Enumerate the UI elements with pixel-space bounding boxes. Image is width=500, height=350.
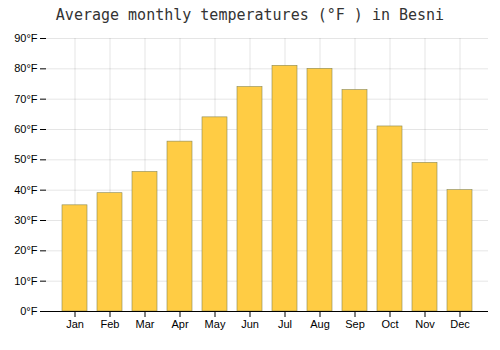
svg-text:0°F: 0°F bbox=[20, 305, 38, 317]
svg-text:Jan: Jan bbox=[66, 318, 84, 330]
svg-text:May: May bbox=[205, 318, 226, 330]
svg-text:60°F: 60°F bbox=[14, 123, 38, 135]
svg-text:70°F: 70°F bbox=[14, 93, 38, 105]
svg-text:90°F: 90°F bbox=[14, 32, 38, 44]
svg-text:50°F: 50°F bbox=[14, 153, 38, 165]
svg-text:Jul: Jul bbox=[278, 318, 292, 330]
svg-text:Dec: Dec bbox=[450, 318, 470, 330]
svg-text:80°F: 80°F bbox=[14, 62, 38, 74]
svg-text:Jun: Jun bbox=[241, 318, 259, 330]
svg-text:40°F: 40°F bbox=[14, 184, 38, 196]
svg-text:20°F: 20°F bbox=[14, 244, 38, 256]
svg-text:10°F: 10°F bbox=[14, 275, 38, 287]
svg-text:Apr: Apr bbox=[171, 318, 188, 330]
svg-text:Nov: Nov bbox=[415, 318, 435, 330]
svg-text:Feb: Feb bbox=[101, 318, 120, 330]
svg-text:30°F: 30°F bbox=[14, 214, 38, 226]
svg-text:Aug: Aug bbox=[310, 318, 330, 330]
svg-text:Mar: Mar bbox=[136, 318, 155, 330]
svg-text:Oct: Oct bbox=[381, 318, 398, 330]
html-text:Average monthly temperatures (: Average monthly temperatures (°F ) in Be… bbox=[55, 6, 445, 24]
svg-text:Sep: Sep bbox=[345, 318, 365, 330]
